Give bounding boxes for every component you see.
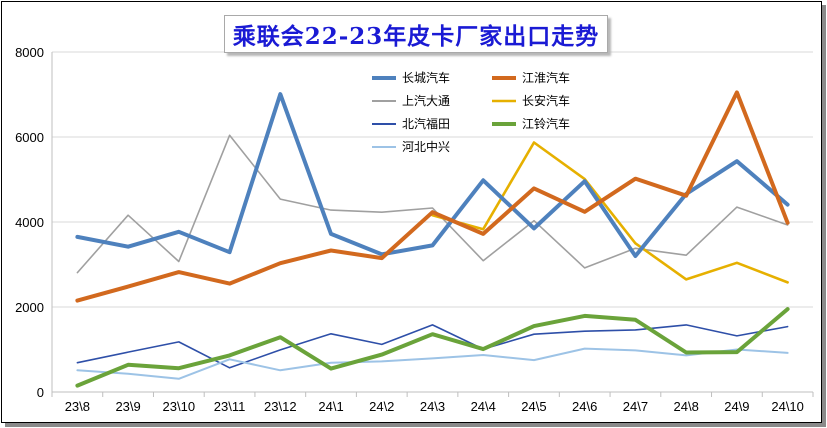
series-line — [76, 134, 789, 274]
x-tick-label: 24\7 — [623, 399, 648, 414]
x-tick-label: 24\6 — [572, 399, 597, 414]
axes: 0 2000 4000 6000 8000 23\8 23\9 23\10 23\11 23\12… — [15, 45, 814, 414]
x-tick-label: 23\10 — [163, 399, 196, 414]
x-tick-label: 24\4 — [471, 399, 496, 414]
x-tick-label: 23\11 — [214, 399, 246, 414]
series-line — [75, 307, 790, 388]
y-tick-label: 8000 — [15, 45, 44, 60]
x-tick-label: 24\10 — [771, 399, 804, 414]
series-line — [431, 141, 789, 284]
legend-label: 长城汽车 — [402, 70, 450, 85]
legend-label: 北汽福田 — [402, 116, 450, 131]
legend-label: 江淮汽车 — [522, 70, 570, 85]
series-line — [75, 90, 790, 303]
x-tick-label: 24\5 — [521, 399, 546, 414]
x-tick-label: 23\8 — [65, 399, 90, 414]
legend-label: 长安汽车 — [522, 93, 570, 108]
y-tick-label: 0 — [37, 385, 44, 400]
x-tick-label: 23\12 — [264, 399, 297, 414]
y-tick-label: 4000 — [15, 215, 44, 230]
x-tick-label: 24\8 — [674, 399, 699, 414]
series-line — [76, 324, 789, 369]
legend-label: 河北中兴 — [402, 139, 450, 154]
x-tick-label: 24\1 — [318, 399, 343, 414]
y-tick-label: 2000 — [15, 300, 44, 315]
legend-label: 江铃汽车 — [522, 116, 570, 131]
x-tick-label: 24\3 — [420, 399, 445, 414]
series-line — [76, 347, 789, 380]
legend-label: 上汽大通 — [402, 93, 450, 108]
x-tick-label: 24\2 — [369, 399, 394, 414]
series-lines — [75, 90, 790, 388]
title-box: 乘联会22-23年皮卡厂家出口走势 — [224, 15, 608, 53]
x-tick-label: 24\9 — [724, 399, 749, 414]
x-tick-label: 23\9 — [115, 399, 140, 414]
y-tick-label: 6000 — [15, 130, 44, 145]
series-line — [75, 92, 790, 258]
chart-title: 乘联会22-23年皮卡厂家出口走势 — [232, 23, 600, 50]
